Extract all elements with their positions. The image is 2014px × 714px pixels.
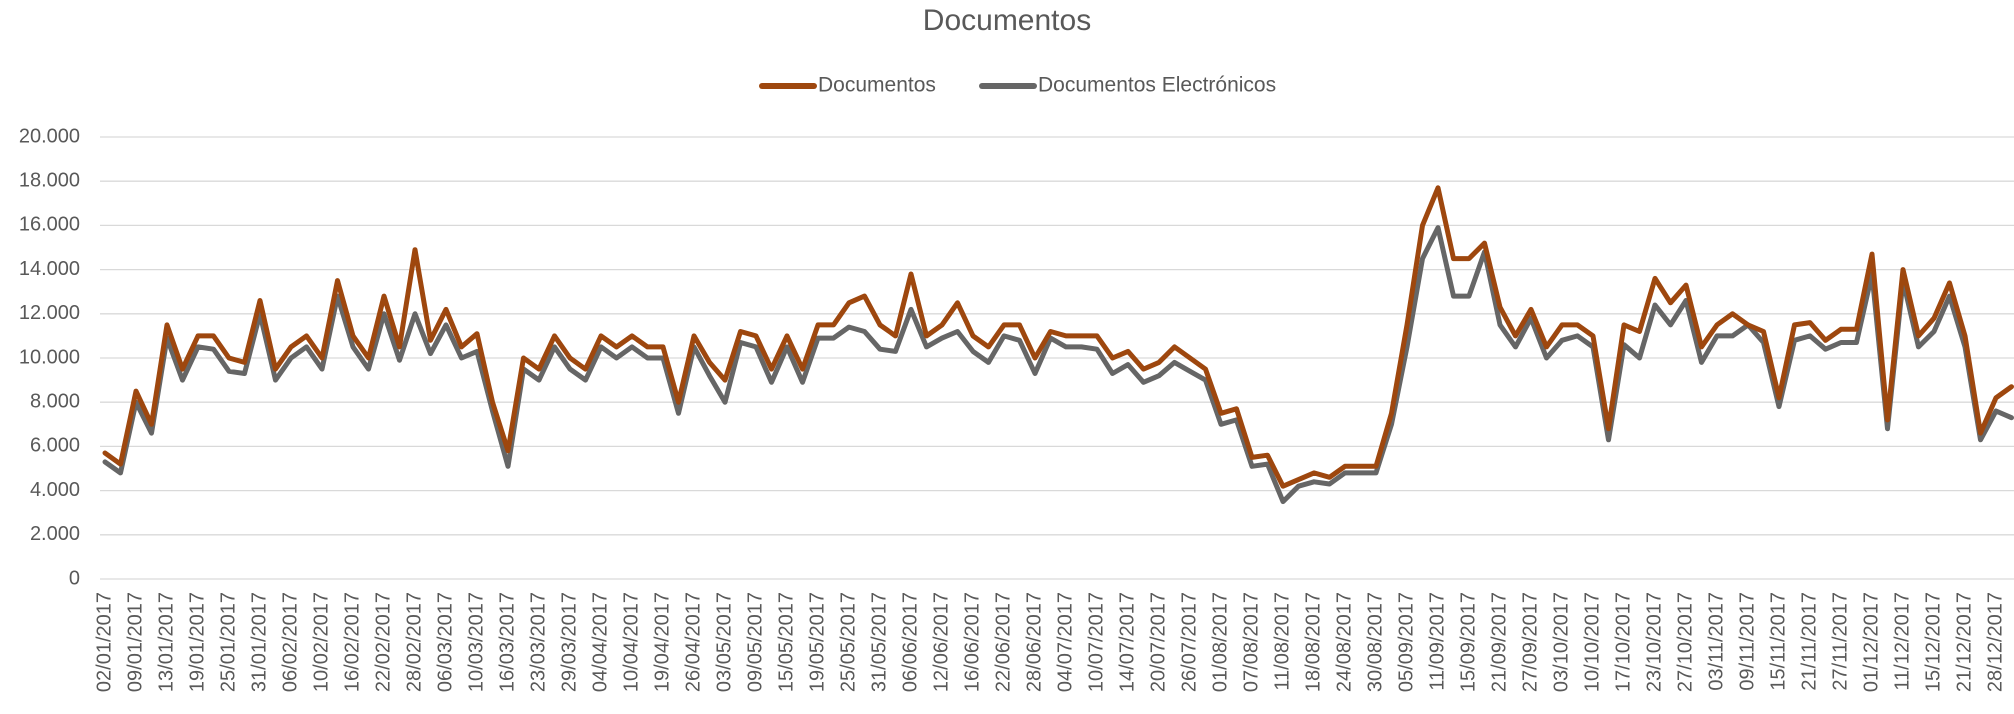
x-tick-label: 09/11/2017 xyxy=(1736,592,1758,691)
x-tick-label: 19/04/2017 xyxy=(651,592,673,692)
y-tick-label: 18.000 xyxy=(19,169,80,191)
x-tick-label: 15/11/2017 xyxy=(1767,592,1789,691)
legend-label: Documentos Electrónicos xyxy=(1038,74,1276,97)
x-tick-label: 18/08/2017 xyxy=(1302,592,1324,692)
x-tick-label: 16/02/2017 xyxy=(341,592,363,692)
x-tick-label: 26/04/2017 xyxy=(682,592,704,692)
x-tick-label: 29/03/2017 xyxy=(558,592,580,692)
x-tick-label: 09/05/2017 xyxy=(744,592,766,692)
x-tick-label: 19/01/2017 xyxy=(186,592,208,692)
x-tick-label: 26/07/2017 xyxy=(1178,592,1200,692)
y-tick-label: 14.000 xyxy=(19,258,80,280)
x-tick-label: 27/11/2017 xyxy=(1829,592,1851,691)
x-tick-label: 12/06/2017 xyxy=(930,592,952,692)
x-tick-label: 10/02/2017 xyxy=(310,592,332,692)
x-tick-label: 21/11/2017 xyxy=(1798,592,1820,691)
x-tick-label: 17/10/2017 xyxy=(1612,592,1634,692)
x-tick-label: 03/10/2017 xyxy=(1550,592,1572,692)
x-tick-label: 11/08/2017 xyxy=(1271,592,1293,691)
x-tick-label: 25/05/2017 xyxy=(837,592,859,692)
x-tick-label: 14/07/2017 xyxy=(1116,592,1138,692)
x-tick-label: 28/02/2017 xyxy=(403,592,425,692)
x-tick-label: 13/01/2017 xyxy=(155,592,177,692)
x-tick-label: 09/01/2017 xyxy=(124,592,146,692)
x-tick-label: 10/10/2017 xyxy=(1581,592,1603,692)
x-tick-label: 21/12/2017 xyxy=(1953,592,1975,692)
x-tick-label: 30/08/2017 xyxy=(1364,592,1386,692)
x-tick-label: 22/06/2017 xyxy=(992,592,1014,692)
x-tick-label: 04/04/2017 xyxy=(589,592,611,692)
chart-title: Documentos xyxy=(923,4,1091,37)
x-tick-label: 15/05/2017 xyxy=(775,592,797,692)
y-tick-label: 16.000 xyxy=(19,214,80,236)
x-tick-label: 03/05/2017 xyxy=(713,592,735,692)
x-tick-label: 01/08/2017 xyxy=(1209,592,1231,692)
x-tick-label: 10/04/2017 xyxy=(620,592,642,692)
x-tick-label: 28/06/2017 xyxy=(1023,592,1045,692)
x-tick-label: 06/03/2017 xyxy=(434,592,456,692)
x-tick-label: 23/03/2017 xyxy=(527,592,549,692)
x-tick-label: 31/01/2017 xyxy=(248,592,270,692)
x-tick-label: 19/05/2017 xyxy=(806,592,828,692)
y-tick-label: 20.000 xyxy=(19,125,80,147)
x-tick-label: 11/09/2017 xyxy=(1426,592,1448,691)
x-tick-label: 07/08/2017 xyxy=(1240,592,1262,692)
x-tick-label: 28/12/2017 xyxy=(1984,592,2006,692)
x-tick-label: 01/12/2017 xyxy=(1860,592,1882,692)
y-tick-label: 10.000 xyxy=(19,346,80,368)
x-tick-label: 05/09/2017 xyxy=(1395,592,1417,692)
x-tick-label: 15/09/2017 xyxy=(1457,592,1479,692)
x-tick-label: 31/05/2017 xyxy=(868,592,890,692)
data-line xyxy=(102,185,2014,489)
x-tick-label: 04/07/2017 xyxy=(1054,592,1076,692)
x-tick-label: 25/01/2017 xyxy=(217,592,239,692)
y-tick-label: 2.000 xyxy=(30,523,80,545)
x-tick-label: 16/03/2017 xyxy=(496,592,518,692)
x-tick-label: 15/12/2017 xyxy=(1922,592,1944,692)
x-tick-label: 22/02/2017 xyxy=(372,592,394,692)
x-tick-label: 27/09/2017 xyxy=(1519,592,1541,692)
y-tick-label: 6.000 xyxy=(30,435,80,457)
x-tick-label: 06/06/2017 xyxy=(899,592,921,692)
y-tick-label: 0 xyxy=(69,567,80,589)
y-tick-label: 4.000 xyxy=(30,479,80,501)
x-tick-label: 21/09/2017 xyxy=(1488,592,1510,692)
x-tick-label: 03/11/2017 xyxy=(1705,592,1727,691)
x-tick-label: 11/12/2017 xyxy=(1891,592,1913,691)
x-tick-label: 16/06/2017 xyxy=(961,592,983,692)
data-line xyxy=(102,225,2014,505)
x-tick-label: 27/10/2017 xyxy=(1674,592,1696,692)
x-tick-label: 10/03/2017 xyxy=(465,592,487,692)
y-tick-label: 12.000 xyxy=(19,302,80,324)
x-tick-label: 10/07/2017 xyxy=(1085,592,1107,692)
x-tick-label: 23/10/2017 xyxy=(1643,592,1665,692)
x-tick-label: 20/07/2017 xyxy=(1147,592,1169,692)
x-tick-label: 06/02/2017 xyxy=(279,592,301,692)
x-tick-label: 24/08/2017 xyxy=(1333,592,1355,692)
legend-label: Documentos xyxy=(818,74,936,97)
y-tick-label: 8.000 xyxy=(30,390,80,412)
x-tick-label: 02/01/2017 xyxy=(93,592,115,692)
